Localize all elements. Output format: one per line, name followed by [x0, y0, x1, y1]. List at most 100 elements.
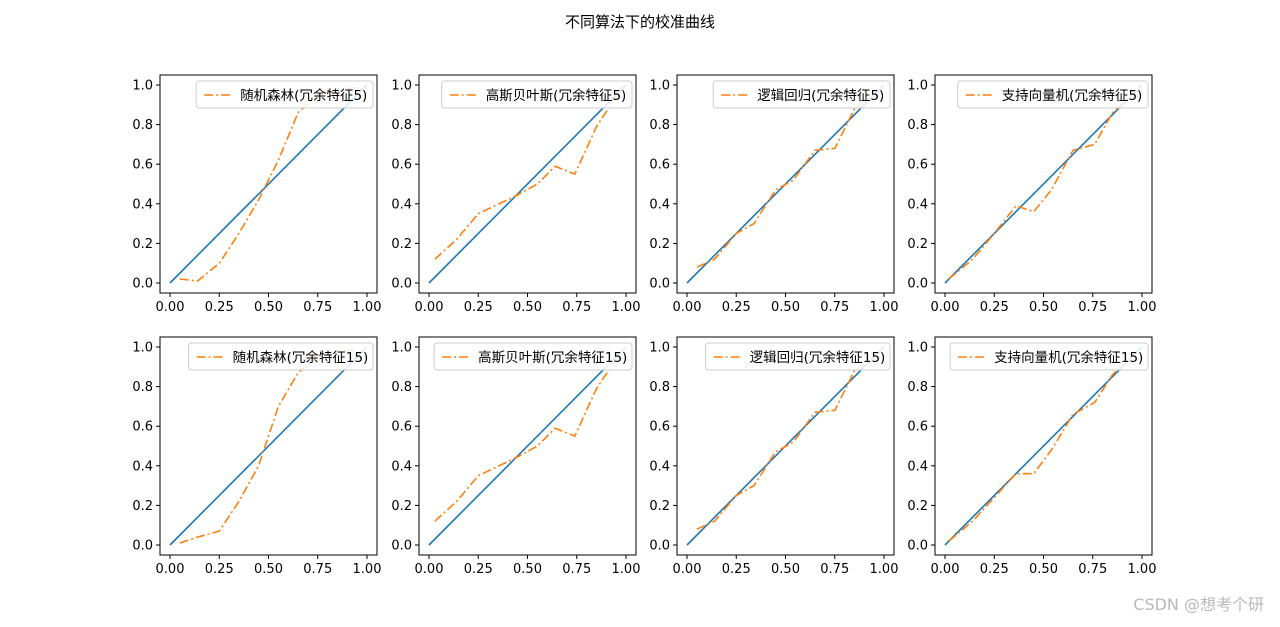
x-tick-label: 1.00 [353, 562, 382, 577]
y-tick-label: 0.2 [132, 237, 153, 252]
legend: 支持向量机(冗余特征5) [957, 80, 1149, 109]
legend-label: 随机森林(冗余特征15) [233, 349, 369, 366]
y-tick-label: 0.0 [907, 539, 928, 554]
legend: 逻辑回归(冗余特征5) [712, 80, 891, 109]
calibration-curve [179, 86, 358, 282]
legend-label: 高斯贝叶斯(冗余特征15) [478, 349, 627, 366]
x-tick-label: 0.50 [1029, 562, 1058, 577]
y-tick-label: 0.6 [649, 158, 670, 173]
y-tick-label: 0.0 [391, 539, 412, 554]
x-tick-label: 0.25 [980, 562, 1009, 577]
x-tick-label: 0.00 [931, 562, 960, 577]
legend-box [712, 80, 891, 109]
legend: 支持向量机(冗余特征15) [949, 342, 1149, 371]
y-tick-label: 0.8 [649, 118, 670, 133]
y-tick-label: 0.8 [132, 118, 153, 133]
x-tick-label: 1.00 [612, 562, 641, 577]
x-tick-label: 0.00 [415, 300, 444, 315]
y-tick-label: 0.6 [391, 420, 412, 435]
legend-label: 高斯贝叶斯(冗余特征5) [486, 87, 627, 104]
x-tick-label: 0.25 [464, 562, 493, 577]
subplot-2: 0.00 0.25 0.50 0.75 1.00 0.0 0.2 0.4 0.6 0.8 1.0 高斯… [391, 74, 641, 315]
subplot-5: 0.00 0.25 0.50 0.75 1.00 0.0 0.2 0.4 0.6 0.8 1.0 随机… [132, 336, 382, 577]
y-tick-label: 0.4 [132, 459, 153, 474]
x-tick-label: 0.25 [722, 300, 751, 315]
x-tick-label: 0.50 [254, 300, 283, 315]
watermark: CSDN @想考个研 [1133, 595, 1264, 614]
y-tick-label: 0.4 [907, 459, 928, 474]
y-tick-label: 0.4 [391, 459, 412, 474]
legend-box [441, 80, 633, 109]
legend-box [949, 342, 1149, 371]
x-tick-label: 1.00 [353, 300, 382, 315]
calibration-curve [434, 96, 617, 260]
x-tick-label: 1.00 [870, 562, 899, 577]
y-tick-label: 0.6 [391, 158, 412, 173]
y-tick-label: 0.2 [132, 499, 153, 514]
subplot-1: 0.00 0.25 0.50 0.75 1.00 0.0 0.2 0.4 0.6 0.8 1.0 随机… [132, 74, 382, 315]
x-tick-label: 0.00 [156, 300, 185, 315]
legend: 高斯贝叶斯(冗余特征15) [433, 342, 633, 371]
x-tick-label: 0.00 [415, 562, 444, 577]
x-tick-label: 0.25 [464, 300, 493, 315]
y-tick-label: 0.2 [649, 237, 670, 252]
legend-label: 随机森林(冗余特征5) [240, 87, 367, 104]
x-tick-label: 0.75 [1078, 300, 1107, 315]
legend: 随机森林(冗余特征5) [195, 80, 374, 109]
y-tick-label: 0.4 [391, 197, 412, 212]
subplot-3: 0.00 0.25 0.50 0.75 1.00 0.0 0.2 0.4 0.6 0.8 1.0 逻辑… [649, 74, 899, 315]
calibration-curve [696, 356, 875, 530]
x-tick-label: 0.75 [820, 562, 849, 577]
x-tick-label: 0.00 [673, 562, 702, 577]
y-tick-label: 0.0 [132, 277, 153, 292]
x-tick-label: 0.25 [205, 300, 234, 315]
y-tick-label: 0.2 [907, 237, 928, 252]
legend: 逻辑回归(冗余特征15) [705, 342, 891, 371]
legend-box [705, 342, 891, 371]
y-tick-label: 0.0 [132, 539, 153, 554]
x-tick-label: 0.25 [722, 562, 751, 577]
legend-box [188, 342, 374, 371]
x-tick-label: 1.00 [870, 300, 899, 315]
x-tick-label: 1.00 [612, 300, 641, 315]
legend-label: 逻辑回归(冗余特征15) [750, 349, 886, 366]
y-tick-label: 0.0 [907, 277, 928, 292]
y-tick-label: 0.0 [649, 539, 670, 554]
y-tick-label: 0.8 [907, 380, 928, 395]
y-tick-label: 0.0 [649, 277, 670, 292]
legend-box [433, 342, 633, 371]
x-tick-label: 0.50 [771, 562, 800, 577]
x-tick-label: 0.50 [513, 300, 542, 315]
x-tick-label: 1.00 [1128, 300, 1157, 315]
calibration-curve [179, 348, 358, 544]
y-tick-label: 0.4 [132, 197, 153, 212]
y-tick-label: 0.4 [649, 459, 670, 474]
x-tick-label: 0.00 [931, 300, 960, 315]
y-tick-label: 0.8 [649, 380, 670, 395]
y-tick-label: 0.6 [907, 420, 928, 435]
x-tick-label: 0.75 [562, 300, 591, 315]
x-tick-label: 0.75 [303, 300, 332, 315]
legend-box [195, 80, 374, 109]
x-tick-label: 1.00 [1128, 562, 1157, 577]
x-tick-label: 0.50 [254, 562, 283, 577]
y-tick-label: 0.2 [391, 237, 412, 252]
x-tick-label: 0.50 [771, 300, 800, 315]
y-tick-label: 0.4 [649, 197, 670, 212]
calibration-curve [948, 356, 1133, 542]
reference-line [169, 84, 368, 284]
x-tick-label: 0.50 [513, 562, 542, 577]
x-tick-label: 0.75 [562, 562, 591, 577]
figure-title: 不同算法下的校准曲线 [564, 13, 715, 31]
y-tick-label: 0.0 [391, 277, 412, 292]
reference-line [428, 84, 627, 284]
legend-label: 逻辑回归(冗余特征5) [757, 87, 884, 104]
subplot-7: 0.00 0.25 0.50 0.75 1.00 0.0 0.2 0.4 0.6 0.8 1.0 逻辑… [649, 336, 899, 577]
y-tick-label: 1.0 [907, 341, 928, 356]
x-tick-label: 0.75 [303, 562, 332, 577]
x-tick-label: 0.00 [673, 300, 702, 315]
y-tick-label: 1.0 [649, 341, 670, 356]
legend-box [957, 80, 1149, 109]
